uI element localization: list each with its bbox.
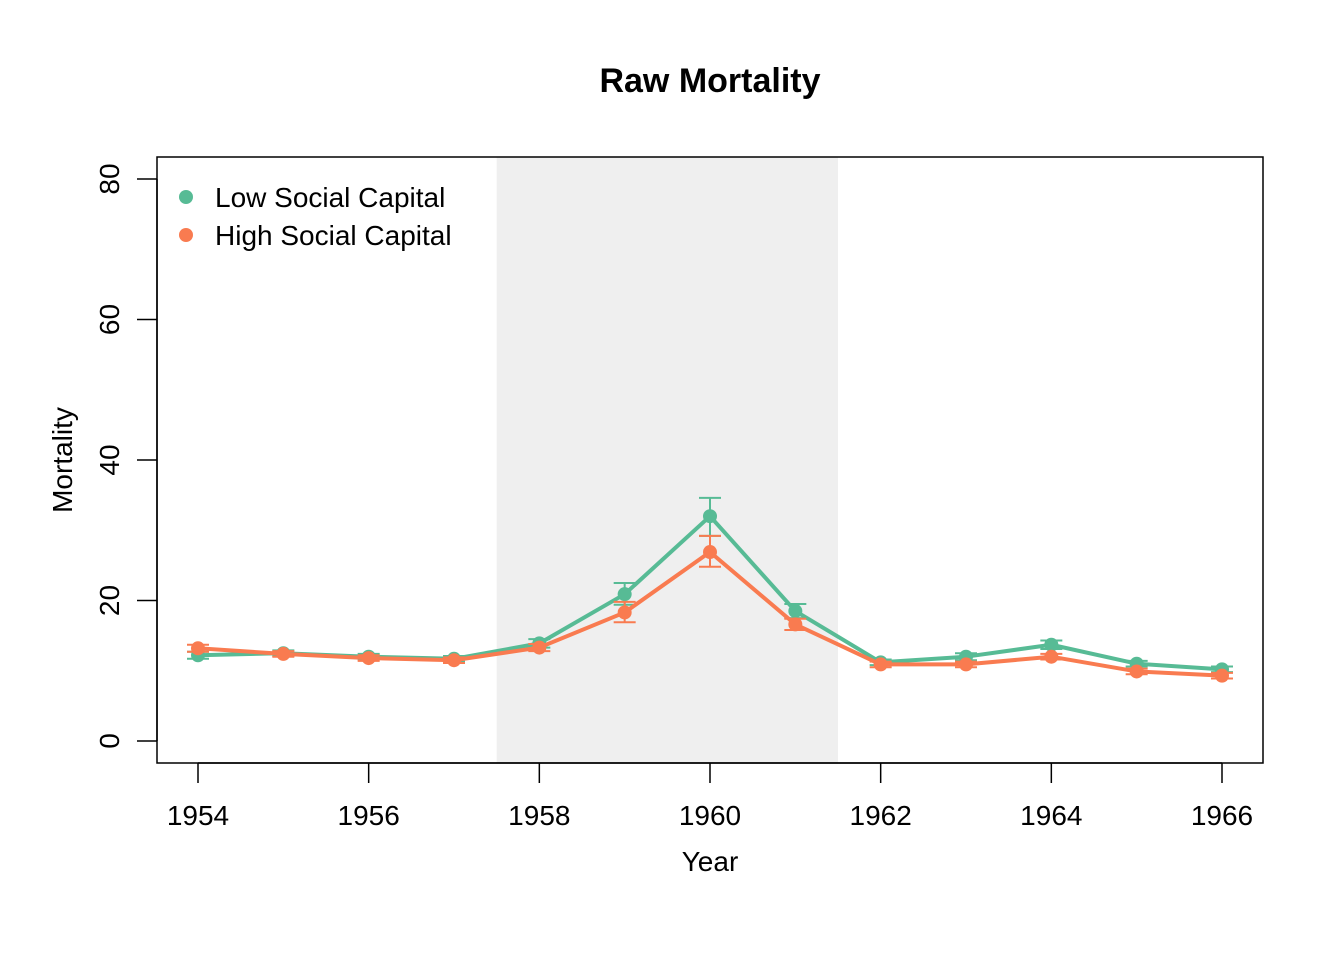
y-axis-label: Mortality [47,407,78,513]
data-point [276,646,291,661]
x-tick-label: 1966 [1191,800,1253,831]
y-tick-label: 0 [94,733,125,749]
y-tick-label: 20 [94,585,125,616]
y-tick-label: 40 [94,444,125,475]
y-tick-label: 60 [94,304,125,335]
shaded-region [496,157,838,763]
x-tick-label: 1954 [167,800,229,831]
x-axis: 1954 1956 1958 1960 1962 1964 1966 [167,762,1253,831]
data-point [959,657,973,672]
legend-label: High Social Capital [215,220,452,251]
legend-marker [179,228,193,242]
y-axis: 0 20 40 60 80 [94,163,158,749]
legend-label: Low Social Capital [215,182,445,213]
data-point [788,604,803,619]
data-point [532,640,547,655]
data-point [447,653,461,668]
series-high-social-capital [187,534,1233,683]
data-point [703,545,717,560]
data-point [361,651,376,666]
data-point [617,587,632,602]
data-point [1129,664,1144,679]
x-tick-label: 1958 [508,800,570,831]
data-point [1044,649,1059,664]
x-tick-label: 1964 [1020,800,1082,831]
data-point [1044,637,1059,652]
data-point [788,617,803,632]
data-point [1215,668,1229,683]
x-tick-label: 1962 [850,800,912,831]
data-point [873,657,888,672]
x-tick-label: 1960 [679,800,741,831]
data-point [703,509,717,524]
data-point [191,641,205,656]
legend: Low Social Capital High Social Capital [179,182,452,251]
y-tick-label: 80 [94,163,125,194]
legend-marker [179,190,193,204]
data-point [617,605,632,620]
series-layer [187,496,1233,683]
x-tick-label: 1956 [338,800,400,831]
chart-title: Raw Mortality [599,62,820,100]
x-axis-label: Year [682,846,739,877]
